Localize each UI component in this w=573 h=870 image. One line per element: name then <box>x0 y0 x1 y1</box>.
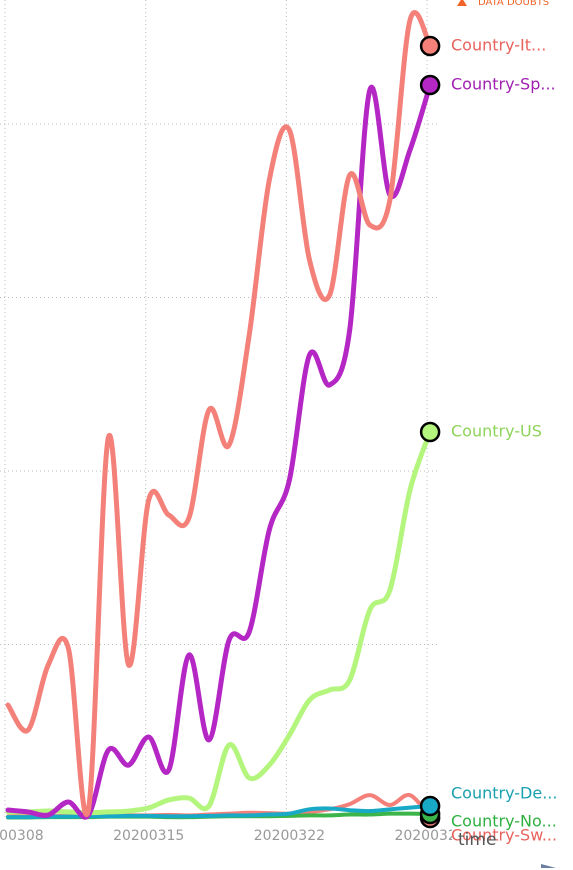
legend-label: Country-De... <box>451 784 557 803</box>
series-line <box>5 429 433 816</box>
end-marker <box>419 795 441 817</box>
series-line <box>5 10 433 817</box>
grid <box>0 0 440 818</box>
legend-label: Country-Sp... <box>451 75 556 94</box>
legend-label: Country-It... <box>451 35 546 54</box>
series-line <box>6 804 433 820</box>
lines <box>5 10 433 820</box>
x-axis: 20200308 20200315 20200322 20200329 <box>0 828 465 844</box>
corner-icon <box>541 864 556 868</box>
x-tick-label: 20200308 <box>0 828 44 844</box>
end-marker <box>419 74 441 96</box>
warning-icon <box>457 0 467 6</box>
legend-label: Country-Sw... <box>451 826 557 845</box>
end-marker <box>419 421 441 443</box>
legend-label: Country-US <box>451 421 542 440</box>
end-marker <box>419 35 441 57</box>
x-tick-label: 20200329 <box>394 828 465 844</box>
x-tick-label: 20200322 <box>254 828 325 844</box>
series-line <box>5 82 433 820</box>
legend-label: Country-No... <box>451 812 557 831</box>
x-axis-title: time <box>458 830 496 850</box>
x-tick-label: 20200315 <box>113 828 184 844</box>
data-doubts[interactable]: DATA DOUBTS <box>478 0 549 8</box>
end-markers: Country-Sw...Country-No... Country-De... C… <box>419 35 557 845</box>
